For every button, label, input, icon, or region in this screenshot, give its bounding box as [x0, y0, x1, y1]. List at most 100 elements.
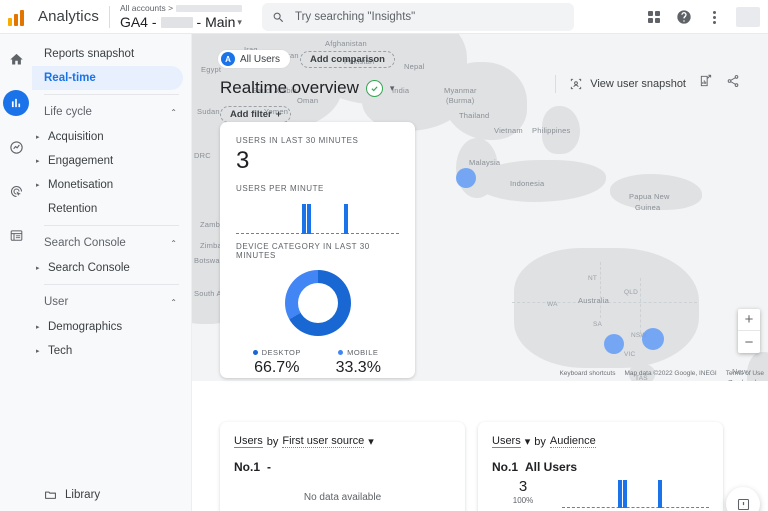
audience-chip-all-users[interactable]: A All Users: [218, 50, 291, 68]
account-selector[interactable]: All accounts > GA4 - - Main ▾: [120, 3, 243, 31]
sidebar-item-engagement[interactable]: ▸ Engagement: [32, 149, 183, 173]
device-category-chart: [236, 270, 399, 336]
home-icon: [9, 53, 23, 64]
rail-item-advertising[interactable]: [3, 178, 29, 204]
map-region-label: SA: [593, 321, 603, 328]
add-comparison-button[interactable]: Add comparison: [300, 50, 395, 68]
map-label: Thailand: [459, 111, 490, 120]
sidebar-section-user[interactable]: User ⌃: [32, 289, 191, 315]
map-label: Sudan: [197, 107, 220, 116]
map-border-line: [512, 302, 697, 303]
map-region-label: QLD: [624, 289, 638, 296]
metric-selector-users[interactable]: Users: [234, 435, 263, 448]
divider: [44, 94, 179, 95]
map-label: Malaysia: [469, 158, 501, 167]
page-title-row: Realtime overview ▾: [220, 78, 394, 98]
sidebar-item-label: Real-time: [44, 72, 96, 84]
keyboard-shortcuts-link[interactable]: Keyboard shortcuts: [559, 370, 616, 377]
legend-swatch: [252, 350, 258, 355]
donut-hole: [297, 283, 338, 323]
users-by-first-user-source-card: Users by First user source ▾ No.1 - No d…: [220, 422, 465, 511]
map-label: Indonesia: [510, 179, 545, 188]
sidebar-section-label: Life cycle: [44, 106, 92, 118]
sidebar-item-library[interactable]: Library: [32, 488, 192, 501]
users-per-minute-chart: [236, 200, 399, 234]
expand-arrow-icon: ▸: [36, 348, 40, 355]
property-suffix: - Main: [196, 13, 236, 30]
map-zoom-in-button[interactable]: +: [738, 309, 760, 331]
realtime-overview-card: USERS IN LAST 30 MINUTES 3 USERS PER MIN…: [220, 122, 415, 378]
map-region-label: TAS: [635, 375, 648, 381]
legend-label-mobile: MOBILE: [318, 348, 400, 357]
brand-title: Analytics: [38, 8, 99, 25]
sidebar-item-retention[interactable]: Retention: [32, 197, 183, 221]
map-zoom-controls[interactable]: + −: [738, 309, 760, 353]
account-breadcrumb: All accounts >: [120, 3, 243, 14]
check-icon: [371, 85, 378, 91]
sidebar-item-search-console[interactable]: ▸ Search Console: [32, 256, 183, 280]
sidebar-section-life-cycle[interactable]: Life cycle ⌃: [32, 99, 191, 125]
chevron-down-icon[interactable]: ▾: [524, 436, 531, 448]
map-label: Afghanistan: [325, 39, 367, 48]
add-filter-button[interactable]: Add filter +: [220, 106, 292, 123]
add-filter-label: Add filter: [230, 109, 272, 120]
share-button[interactable]: [726, 74, 740, 93]
data-freshness-badge[interactable]: [365, 79, 383, 97]
sidebar-item-tech[interactable]: ▸ Tech: [32, 339, 183, 363]
rail-item-home[interactable]: [3, 46, 29, 72]
sidebar-section-search-console[interactable]: Search Console ⌃: [32, 230, 191, 256]
sidebar-item-acquisition[interactable]: ▸ Acquisition: [32, 125, 183, 149]
dimension-selector-first-user-source[interactable]: First user source: [282, 435, 365, 448]
terms-of-use-link[interactable]: Terms of Use: [725, 370, 764, 377]
map-label: Zambia: [200, 220, 227, 229]
card-title: Users ▾ by Audience: [492, 435, 709, 448]
rail-item-reports[interactable]: [3, 90, 29, 116]
expand-arrow-icon: ▸: [36, 265, 40, 272]
more-options-icon[interactable]: [706, 9, 722, 25]
users-per-minute-label: USERS PER MINUTE: [236, 184, 324, 193]
avatar[interactable]: [736, 7, 760, 27]
configure-icon: [10, 229, 22, 241]
view-user-snapshot-button[interactable]: View user snapshot: [569, 77, 686, 91]
rail-item-configure[interactable]: [3, 222, 29, 248]
rank-value: All Users: [525, 460, 578, 474]
divider: [108, 5, 110, 28]
audience-avatar: A: [221, 52, 235, 66]
map-border-line: [600, 262, 601, 318]
users-30min-label: USERS IN LAST 30 MINUTES: [236, 136, 359, 145]
feedback-button[interactable]: [726, 487, 760, 511]
map-zoom-out-button[interactable]: −: [744, 333, 754, 351]
sidebar-item-reports-snapshot[interactable]: Reports snapshot: [32, 42, 183, 66]
chevron-down-icon[interactable]: ▾: [389, 82, 395, 93]
search-input[interactable]: Try searching "Insights": [262, 3, 574, 31]
insights-button[interactable]: [699, 74, 713, 93]
expand-arrow-icon: ▸: [36, 182, 40, 189]
map-label: (Burma): [446, 96, 475, 105]
legend-value-desktop: 66.7%: [254, 359, 300, 376]
map-label: Zealand: [728, 378, 757, 381]
dimension-selector-audience[interactable]: Audience: [549, 435, 596, 448]
legend-swatch: [338, 350, 344, 355]
chevron-up-icon: ⌃: [170, 238, 177, 248]
donut-chart: [284, 270, 351, 336]
map-label: India: [392, 86, 410, 95]
sidebar-item-label: Demographics: [48, 321, 123, 333]
help-icon[interactable]: [676, 9, 692, 25]
map-label: Zimbabwe: [200, 241, 237, 250]
landmass-philippines: [542, 106, 580, 154]
chevron-down-icon[interactable]: ▾: [237, 16, 242, 27]
chevron-down-icon[interactable]: ▾: [368, 436, 374, 448]
sidebar-library-label: Library: [65, 488, 101, 501]
sidebar-item-demographics[interactable]: ▸ Demographics: [32, 315, 183, 339]
rail-item-explore[interactable]: [3, 134, 29, 160]
sidebar-item-real-time[interactable]: Real-time: [32, 66, 183, 90]
map-label: Papua New: [629, 192, 670, 201]
chart-bar: [658, 480, 662, 508]
sidebar-item-monetisation[interactable]: ▸ Monetisation: [32, 173, 183, 197]
metric-selector-users[interactable]: Users: [492, 435, 521, 448]
sidebar-item-label: Tech: [48, 345, 73, 357]
apps-grid-icon[interactable]: [646, 9, 662, 25]
map-label: DRC: [194, 151, 211, 160]
users-30min-value: 3: [236, 147, 250, 174]
chart-baseline: [562, 507, 709, 508]
